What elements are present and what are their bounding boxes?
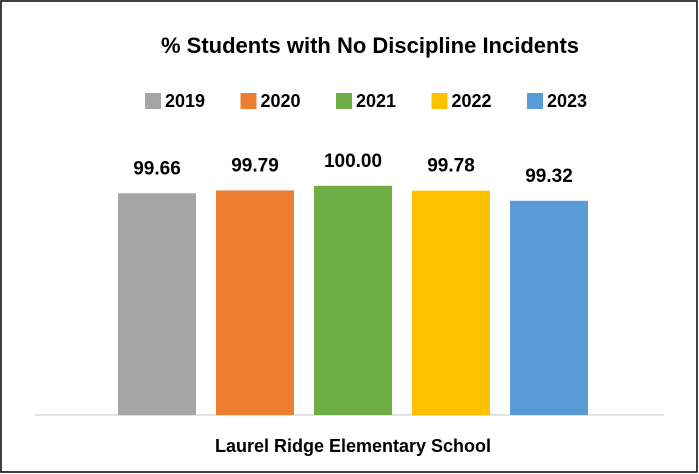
x-tick-label: Laurel Ridge Elementary School [215, 436, 491, 456]
legend-label: 2021 [356, 91, 396, 111]
bar [412, 190, 490, 415]
data-label: 99.66 [133, 158, 181, 179]
legend-label: 2020 [261, 91, 301, 111]
bar [118, 193, 196, 415]
legend-swatch [431, 93, 448, 109]
data-label: 99.32 [525, 166, 573, 187]
bar [216, 190, 294, 415]
legend-swatch [527, 93, 543, 109]
legend-label: 2023 [547, 91, 587, 111]
bar [314, 185, 392, 415]
data-label: 99.79 [231, 155, 279, 176]
legend-swatch [336, 93, 352, 109]
bar [510, 200, 588, 415]
legend-label: 2022 [452, 91, 492, 111]
legend-swatch [240, 93, 257, 109]
data-label: 100.00 [324, 151, 382, 172]
legend-swatch [145, 93, 161, 109]
chart-title: % Students with No Discipline Incidents [161, 33, 579, 58]
legend-label: 2019 [165, 91, 205, 111]
data-label: 99.78 [427, 156, 475, 177]
